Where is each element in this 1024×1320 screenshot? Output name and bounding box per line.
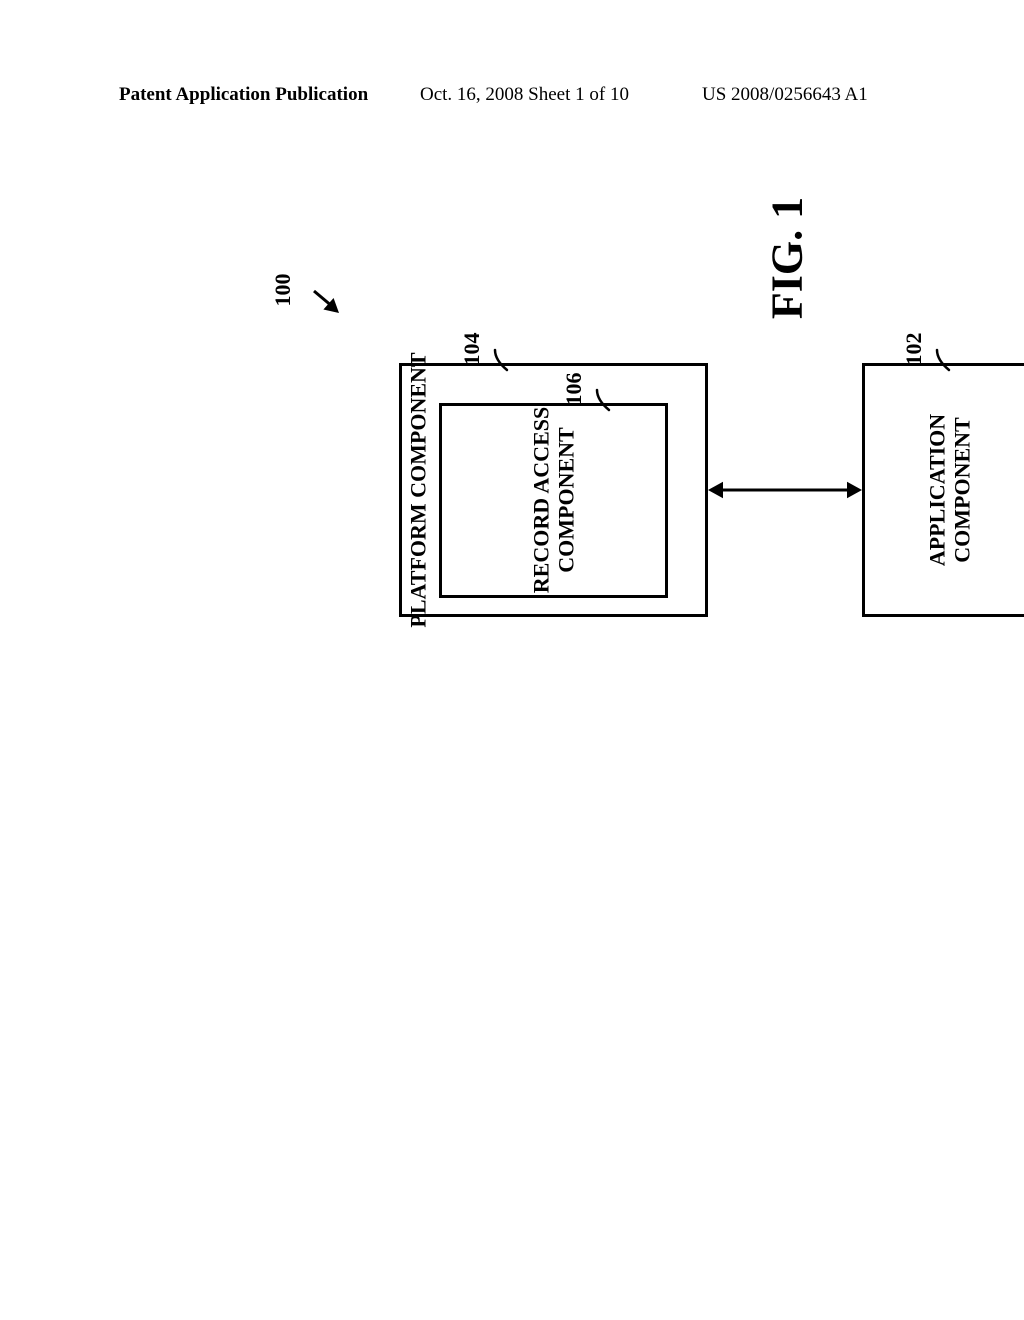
ref-106-label: 106 bbox=[561, 373, 587, 406]
header-left: Patent Application Publication bbox=[119, 84, 368, 106]
figure-label: FIG. 1 bbox=[762, 197, 813, 319]
platform-component-title: PLATFORM COMPONENT bbox=[405, 352, 430, 627]
header-right: US 2008/0256643 A1 bbox=[702, 84, 868, 106]
header-middle: Oct. 16, 2008 Sheet 1 of 10 bbox=[420, 84, 629, 106]
ref-100-label: 100 bbox=[270, 274, 296, 307]
page: Patent Application Publication Oct. 16, … bbox=[0, 0, 1024, 1320]
ref-104-label: 104 bbox=[459, 333, 485, 366]
ref-102-label: 102 bbox=[901, 333, 927, 366]
record-access-text: RECORD ACCESS COMPONENT bbox=[529, 407, 580, 593]
diagram-svg-layer bbox=[0, 0, 1024, 1320]
application-component-text: APPLICATION COMPONENT bbox=[925, 414, 976, 566]
